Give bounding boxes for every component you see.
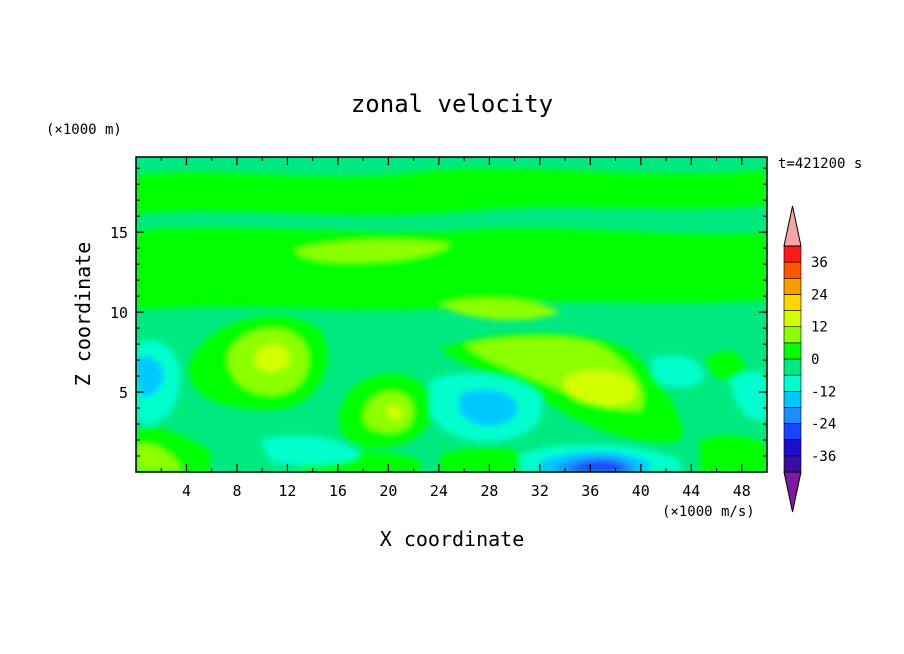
y-tick-label: 10 [110,304,128,322]
right-edge-positive [700,435,767,472]
colorbar-segment [783,407,802,424]
x-tick-label: 8 [232,482,241,500]
blob-right-yellow [563,369,636,406]
x-tick-label: 20 [379,482,397,500]
colorbar-segment [783,342,802,360]
mid-patch-yellowgreen [295,239,450,262]
x-axis-label: X coordinate [380,527,525,551]
colorbar-segment [783,423,802,441]
colorbar-label: 24 [811,287,828,303]
center-light-blue [458,389,519,426]
colorbar-segment [783,439,802,457]
left-light-blue [136,356,163,397]
x-tick-label: 32 [531,482,549,500]
blob-left-yellow [253,343,291,372]
colorbar-label: -24 [811,417,836,433]
x-unit-label: (×1000 m/s) [662,504,755,520]
x-tick-label: 28 [480,482,498,500]
y-axis-ticks: 5 10 15 [110,167,767,457]
colorbar-label: 0 [811,352,819,368]
colorbar-segment [783,455,802,473]
x-tick-label: 48 [733,482,751,500]
y-tick-label: 15 [110,224,128,242]
colorbar-segment [783,277,802,295]
x-axis-ticks: 4 8 12 16 20 24 28 32 36 40 44 48 [160,157,751,500]
colorbar-segment [783,358,802,376]
y-axis-label: Z coordinate [71,242,95,387]
colorbar-extend-max [783,205,802,247]
heatmap-field [136,157,767,472]
upper-right-patch-yellowgreen [440,298,560,321]
x-tick-label: 44 [682,482,700,500]
plot-frame [135,156,768,473]
bottom-center-cyan [260,435,360,466]
colorbar-label: 36 [811,255,828,271]
x-tick-label: 36 [581,482,599,500]
upper-band-positive [136,168,767,216]
bottom-dark-blue [570,461,625,472]
colorbar-segment [783,261,802,279]
right-cyan [650,355,705,388]
colorbar-label: -36 [811,449,836,465]
colorbar-extend-min [783,471,802,513]
x-tick-label: 16 [329,482,347,500]
colorbar-segment [783,310,802,328]
mid-band-positive [136,227,767,311]
far-right-cyan [730,371,767,422]
colorbar-label: -12 [811,384,836,400]
colorbar-segment [783,294,802,311]
x-tick-label: 4 [182,482,191,500]
colorbar-segment [783,245,802,263]
y-tick-label: 5 [119,384,128,402]
right-small-positive [705,351,745,381]
colorbar: 36 24 12 0 -12 -24 -36 [783,205,836,513]
colorbar-segment [783,326,802,344]
colorbar-segment [783,374,802,392]
colorbar-segment [783,390,802,408]
blob-center-yellow [385,405,402,420]
y-unit-label: (×1000 m) [46,122,122,138]
x-tick-label: 24 [430,482,448,500]
colorbar-label: 12 [811,320,828,336]
x-tick-label: 40 [632,482,650,500]
bottom-right-positive [440,447,540,472]
left-bottom-yellowgreen [136,444,182,472]
time-label: t=421200 s [778,156,862,172]
chart-title: zonal velocity [351,90,553,118]
x-tick-label: 12 [278,482,296,500]
